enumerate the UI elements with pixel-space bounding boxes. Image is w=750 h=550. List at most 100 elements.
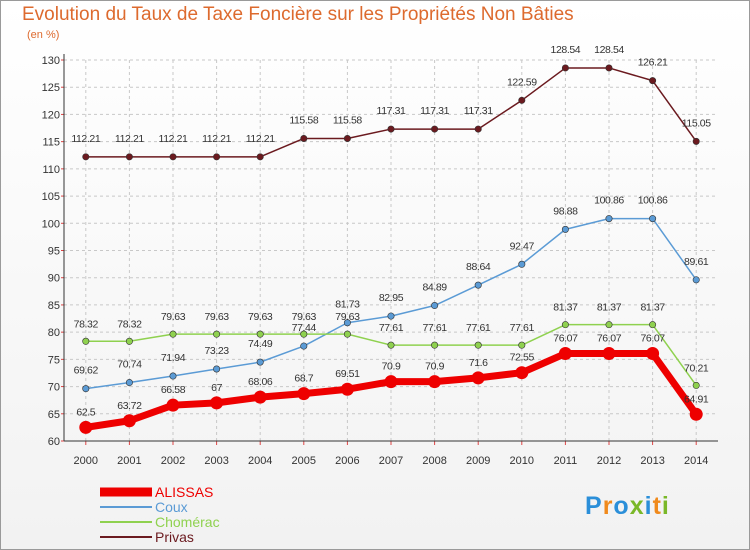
- data-label: 70.9: [382, 361, 401, 373]
- data-point: [518, 341, 526, 349]
- data-point: [256, 330, 264, 338]
- x-tick-label: 2001: [117, 455, 141, 467]
- y-tick-label: 120: [42, 109, 60, 121]
- data-point: [297, 387, 311, 401]
- data-point: [689, 407, 703, 421]
- data-label: 68.7: [294, 373, 313, 385]
- x-tick-label: 2010: [510, 455, 534, 467]
- data-point: [561, 225, 569, 233]
- logo-letter: i: [644, 492, 653, 520]
- data-label: 112.21: [202, 133, 231, 145]
- data-point: [428, 375, 442, 389]
- y-tick-label: 90: [48, 273, 60, 285]
- data-label: 126.21: [638, 57, 668, 69]
- logo-letter: o: [613, 492, 630, 520]
- data-label: 76.07: [597, 333, 622, 345]
- data-label: 112.21: [159, 133, 188, 145]
- data-label: 77.44: [292, 322, 317, 334]
- data-point: [210, 396, 224, 410]
- data-label: 66.58: [161, 384, 186, 396]
- x-tick-label: 2013: [640, 455, 664, 467]
- x-tick-label: 2014: [684, 455, 708, 467]
- data-point: [300, 134, 308, 142]
- y-tick-label: 95: [48, 246, 60, 258]
- data-point: [343, 134, 351, 142]
- data-label: 79.63: [161, 311, 186, 323]
- x-tick-label: 2012: [597, 455, 621, 467]
- logo-letter: P: [585, 492, 603, 520]
- data-point: [649, 77, 657, 85]
- data-point: [300, 330, 308, 338]
- data-label: 122.59: [507, 76, 537, 88]
- proxiti-logo: Proxiti: [585, 492, 670, 521]
- x-tick-label: 2011: [554, 455, 578, 467]
- y-tick-label: 75: [48, 354, 60, 366]
- y-tick-label: 105: [42, 191, 60, 203]
- x-tick-label: 2005: [292, 455, 316, 467]
- data-point: [649, 321, 657, 329]
- data-label: 73.23: [204, 345, 229, 357]
- data-label: 115.05: [682, 117, 711, 129]
- data-point: [692, 276, 700, 284]
- logo-letter: r: [602, 492, 614, 520]
- x-tick-label: 2000: [74, 455, 98, 467]
- data-point: [387, 125, 395, 133]
- data-label: 100.86: [638, 195, 668, 207]
- data-point: [82, 153, 90, 161]
- legend-label: Coux: [155, 499, 188, 515]
- data-point: [387, 312, 395, 320]
- data-point: [431, 302, 439, 310]
- logo-letter: t: [652, 492, 662, 520]
- data-label: 81.37: [553, 302, 578, 314]
- data-point: [169, 372, 177, 380]
- data-label: 78.32: [74, 318, 99, 330]
- data-point: [515, 366, 529, 380]
- y-tick-label: 65: [48, 409, 60, 421]
- data-point: [300, 342, 308, 350]
- data-point: [605, 64, 613, 72]
- data-label: 77.61: [466, 322, 491, 334]
- data-point: [169, 330, 177, 338]
- data-label: 79.63: [292, 311, 317, 323]
- data-label: 82.95: [379, 292, 404, 304]
- data-point: [518, 96, 526, 104]
- data-label: 76.07: [640, 333, 665, 345]
- data-label: 71.6: [469, 357, 488, 369]
- data-label: 63.72: [117, 400, 142, 412]
- data-point: [256, 153, 264, 161]
- data-point: [343, 330, 351, 338]
- data-point: [125, 379, 133, 387]
- data-point: [561, 321, 569, 329]
- logo-letter: x: [629, 492, 645, 520]
- data-label: 115.58: [289, 114, 318, 126]
- data-label: 117.31: [420, 105, 449, 117]
- data-label: 112.21: [115, 133, 144, 145]
- data-label: 69.62: [74, 365, 99, 377]
- data-point: [343, 319, 351, 327]
- data-point: [213, 153, 221, 161]
- legend-label: ALISSAS: [155, 484, 213, 500]
- data-label: 62.5: [76, 406, 95, 418]
- data-label: 77.61: [510, 322, 535, 334]
- data-point: [692, 137, 700, 145]
- data-point: [471, 371, 485, 385]
- grid-layer: [64, 59, 718, 442]
- data-point: [474, 125, 482, 133]
- data-label: 70.9: [425, 361, 444, 373]
- data-point: [79, 420, 93, 434]
- data-point: [692, 381, 700, 389]
- data-label: 81.37: [597, 302, 622, 314]
- data-label: 78.32: [117, 318, 142, 330]
- x-tick-label: 2002: [161, 455, 185, 467]
- data-point: [213, 365, 221, 373]
- x-tick-label: 2007: [379, 455, 403, 467]
- data-point: [561, 64, 569, 72]
- data-point: [166, 398, 180, 412]
- x-tick-label: 2008: [422, 455, 446, 467]
- x-tick-label: 2003: [204, 455, 228, 467]
- y-tick-label: 80: [48, 327, 60, 339]
- data-point: [646, 347, 660, 361]
- x-tick-label: 2006: [335, 455, 359, 467]
- data-point: [605, 321, 613, 329]
